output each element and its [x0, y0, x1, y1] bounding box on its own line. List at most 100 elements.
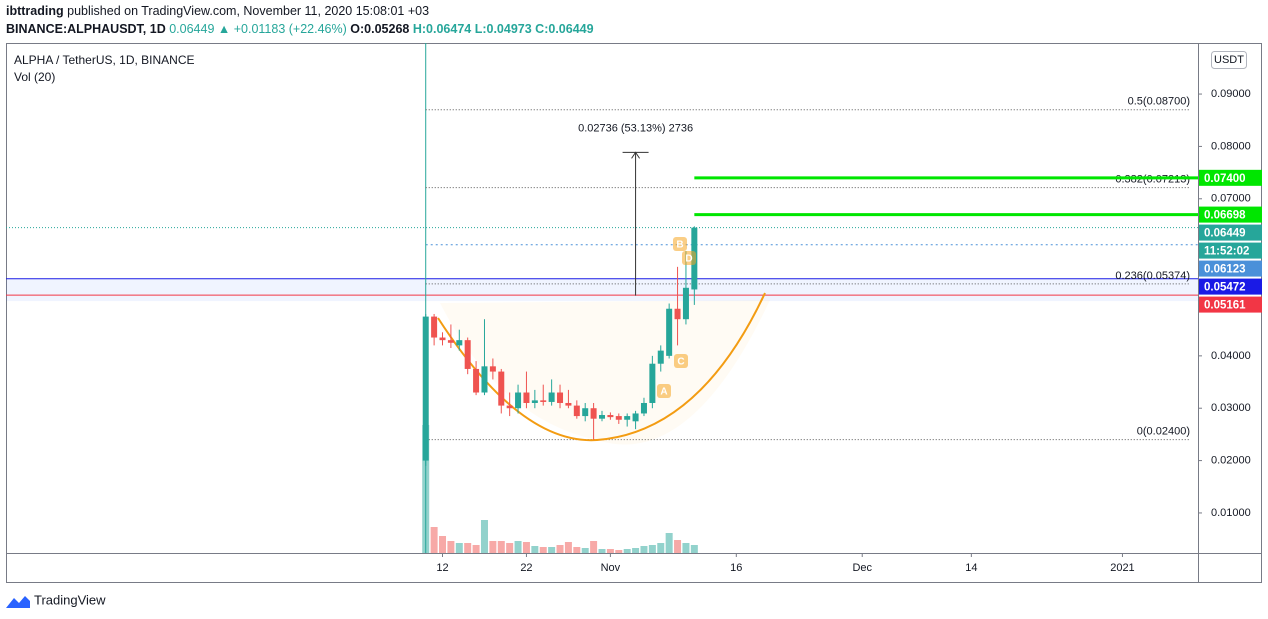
- volume-bar: [497, 541, 505, 553]
- candle-body: [615, 416, 622, 420]
- candle-body: [523, 392, 530, 403]
- candle-body: [456, 340, 463, 346]
- candle-body: [489, 366, 496, 372]
- header-line-2: BINANCE:ALPHAUSDT, 1D 0.06449 ▲ +0.01183…: [6, 22, 594, 36]
- volume-bar: [640, 546, 648, 553]
- volume-bar: [615, 550, 623, 553]
- pattern-label: D: [685, 254, 692, 265]
- price-tag-label: 0.06123: [1204, 264, 1246, 276]
- x-tick-label: 12: [436, 562, 448, 574]
- volume-bar: [590, 541, 598, 553]
- candle-body: [557, 392, 564, 403]
- volume-bar: [690, 545, 698, 553]
- volume-bar: [489, 541, 497, 553]
- fib-label: 0.236(0.05374): [1115, 270, 1190, 282]
- x-tick-label: 22: [520, 562, 532, 574]
- author: ibttrading: [6, 4, 64, 18]
- y-tick-label: 0.01000: [1211, 507, 1251, 519]
- published: published on TradingView.com, November 1…: [67, 4, 430, 18]
- candle-body: [573, 405, 580, 417]
- candle-body: [447, 340, 454, 343]
- candle-body: [431, 316, 438, 338]
- candle-body: [473, 368, 480, 393]
- price-tag: [1199, 296, 1262, 313]
- y-tick-label: 0.08000: [1211, 140, 1251, 152]
- volume-bar: [573, 547, 581, 553]
- volume-bar: [581, 548, 589, 553]
- price-tag-label: 0.05161: [1204, 300, 1246, 312]
- y-tick-label: 0.09000: [1211, 88, 1251, 100]
- x-tick-label: Dec: [852, 562, 872, 574]
- low: L:0.04973: [474, 22, 532, 36]
- currency: USDT: [1214, 54, 1244, 66]
- measure-label: 0.02736 (53.13%) 2736: [578, 122, 693, 134]
- currency-box: [1211, 51, 1247, 69]
- y-tick-label: 0.03000: [1211, 402, 1251, 414]
- candle-body: [439, 337, 446, 341]
- fib-label: 0(0.02400): [1137, 426, 1190, 438]
- volume-bar: [665, 533, 673, 553]
- volume-bar: [548, 547, 556, 553]
- x-tick-label: 16: [730, 562, 742, 574]
- volume-bar: [447, 541, 455, 553]
- countdown-label: 11:52:02: [1204, 246, 1249, 258]
- change: ▲ +0.01183 (+22.46%): [217, 22, 347, 36]
- price-tag-label: 0.06449: [1204, 228, 1246, 240]
- volume-bar: [430, 527, 438, 553]
- price-tag-label: 0.06698: [1204, 210, 1246, 222]
- candle-body: [464, 340, 471, 369]
- y-tick-label: 0.02000: [1211, 454, 1251, 466]
- volume-bar: [682, 543, 690, 553]
- volume-bar: [522, 542, 530, 553]
- close: C:0.06449: [535, 22, 594, 36]
- open: O:0.05268: [350, 22, 410, 36]
- candle-body: [640, 402, 647, 414]
- volume-bar: [422, 425, 430, 553]
- symbol: BINANCE:ALPHAUSDT, 1D: [6, 22, 166, 36]
- brand: TradingView: [34, 592, 106, 607]
- pattern-label: C: [677, 357, 684, 368]
- candle-body: [481, 366, 488, 393]
- volume-bar: [556, 545, 564, 553]
- y-tick-label: 0.07000: [1211, 193, 1251, 205]
- cup-curve: [437, 292, 766, 442]
- high: H:0.06474: [412, 22, 472, 36]
- price-tag: [1199, 206, 1262, 223]
- last: 0.06449: [169, 22, 215, 36]
- candle-body: [624, 416, 631, 420]
- candle-body: [674, 308, 681, 320]
- volume-bar: [623, 549, 631, 553]
- zone: [6, 278, 1198, 302]
- price-tag: [1199, 169, 1262, 186]
- candle-body: [599, 415, 605, 419]
- candle-body: [649, 363, 656, 403]
- candle-body: [548, 392, 555, 402]
- pattern-badge: [674, 354, 688, 368]
- candle-body: [657, 350, 664, 364]
- volume-bar: [480, 520, 488, 553]
- fib-label: 0.382(0.07213): [1115, 174, 1190, 186]
- candle-body: [590, 408, 597, 419]
- price-tag: [1199, 278, 1262, 295]
- candle-body: [607, 415, 614, 418]
- volume-bar: [657, 543, 665, 553]
- frame: [6, 43, 1262, 583]
- candle-body: [632, 413, 639, 422]
- pattern-badge: [657, 384, 671, 398]
- volume-bar: [564, 542, 572, 553]
- volume-bar: [506, 543, 514, 553]
- x-tick-label: 14: [965, 562, 977, 574]
- volume-bar: [606, 549, 614, 553]
- x-tick-label: 2021: [1110, 562, 1134, 574]
- volume-bar: [674, 540, 682, 553]
- candle-body: [498, 371, 505, 406]
- pattern-badge: [682, 251, 696, 265]
- volume-bar: [464, 543, 472, 553]
- volume-bar: [539, 547, 547, 553]
- candle-body: [682, 287, 689, 320]
- measure-arrow: [631, 151, 640, 159]
- candle-body: [565, 402, 572, 406]
- volume-bar: [531, 546, 539, 553]
- candle-body: [422, 316, 429, 461]
